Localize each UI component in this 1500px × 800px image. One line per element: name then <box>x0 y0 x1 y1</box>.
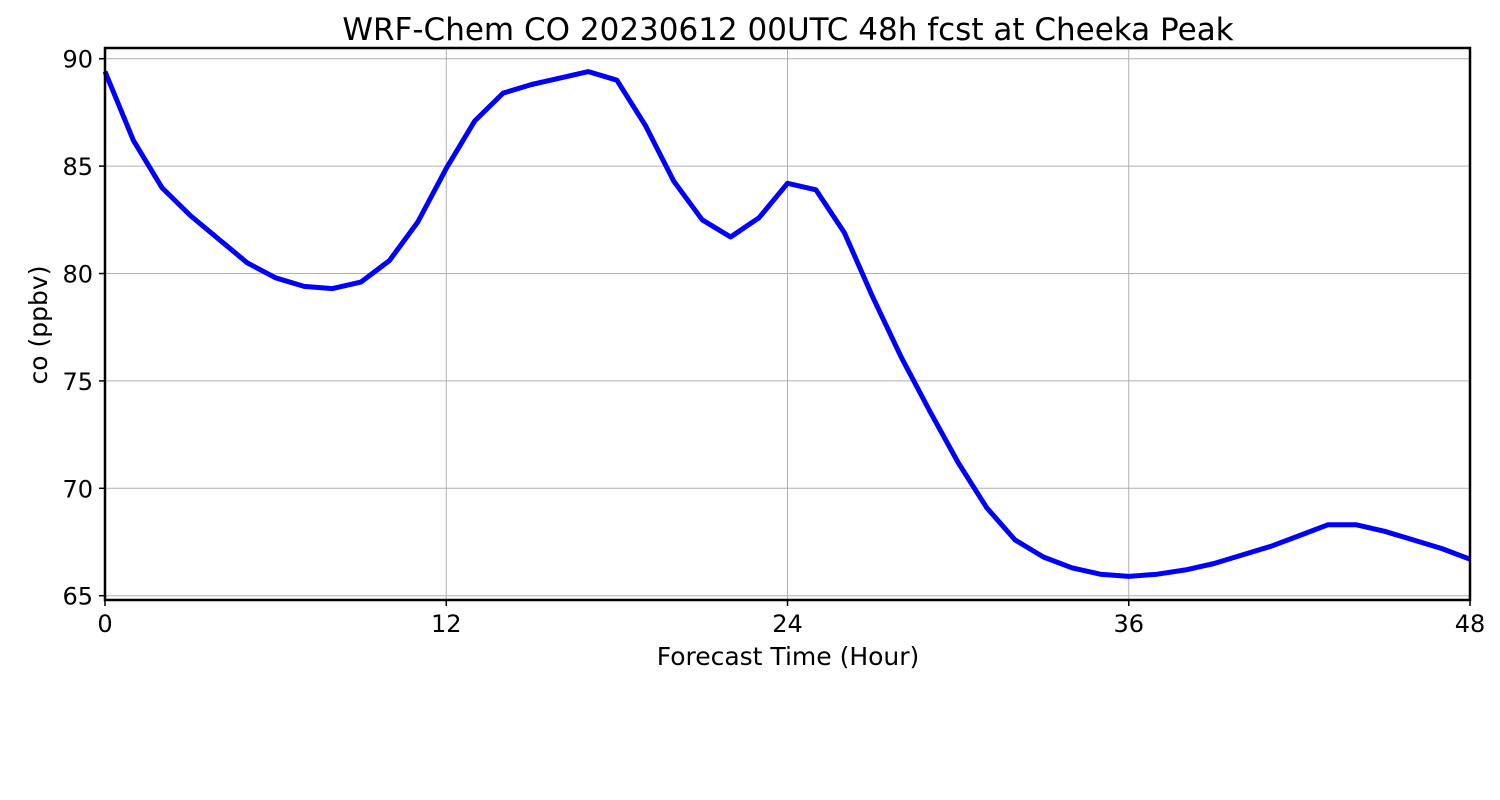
y-axis-label: co (ppbv) <box>24 266 53 385</box>
y-tick-label: 70 <box>62 475 93 503</box>
tick-marks <box>99 57 1471 606</box>
y-tick-label: 85 <box>62 153 93 181</box>
y-tick-label: 75 <box>62 368 93 396</box>
y-tick-label: 80 <box>62 261 93 289</box>
x-tick-label: 36 <box>1113 610 1144 638</box>
grid-lines <box>104 48 1471 600</box>
y-tick-labels: 65 70 75 80 85 90 <box>62 46 93 611</box>
x-tick-label: 48 <box>1455 610 1486 638</box>
y-tick-label: 65 <box>62 583 93 611</box>
y-tick-label: 90 <box>62 46 93 74</box>
chart-title: WRF-Chem CO 20230612 00UTC 48h fcst at C… <box>342 12 1233 48</box>
x-tick-labels: 0 12 24 36 48 <box>97 610 1485 638</box>
x-tick-label: 12 <box>431 610 462 638</box>
series-line <box>102 69 1471 579</box>
x-tick-label: 24 <box>772 610 803 638</box>
series-layer <box>102 69 1471 579</box>
x-tick-label: 0 <box>97 610 112 638</box>
x-axis-label: Forecast Time (Hour) <box>657 642 920 671</box>
